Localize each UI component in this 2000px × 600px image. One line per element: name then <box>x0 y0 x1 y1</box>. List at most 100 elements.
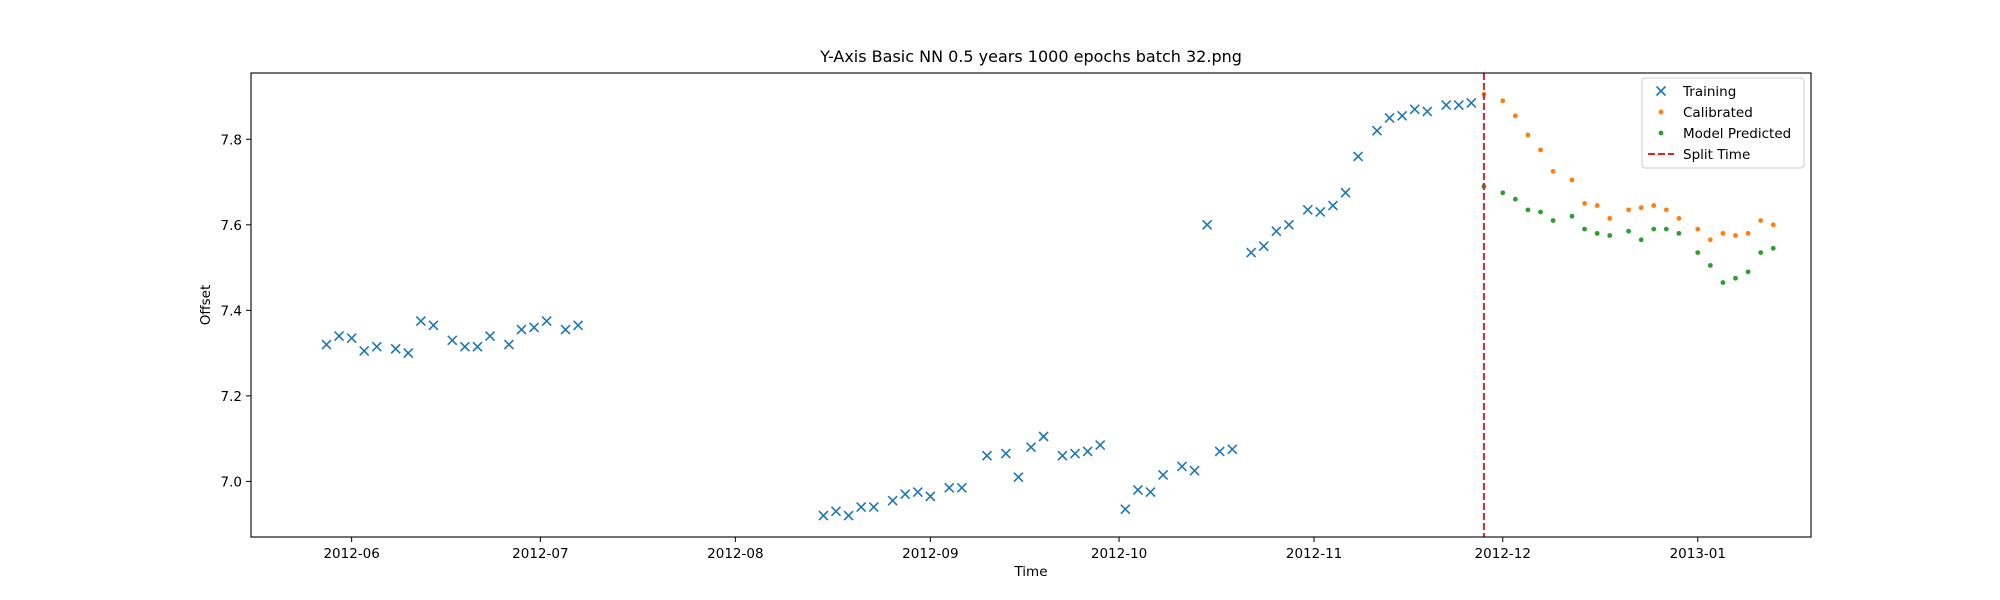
data-point-training-61-stroke-b <box>1422 106 1433 117</box>
y-tick-label: 7.6 <box>221 218 242 234</box>
data-point-training-40 <box>1132 484 1144 496</box>
data-point-model-predicted-17 <box>1720 280 1726 285</box>
data-point-model-predicted-5 <box>1550 218 1556 223</box>
data-point-training-13-stroke-b <box>503 339 514 350</box>
data-point-model-predicted-19 <box>1745 269 1751 275</box>
data-point-model-predicted-13 <box>1663 226 1669 232</box>
data-point-model-predicted-8 <box>1594 230 1600 236</box>
data-point-model-predicted-9 <box>1607 233 1613 238</box>
data-point-training-7-stroke-b <box>415 315 426 327</box>
x-tick-label: 2012-12 <box>1475 546 1531 562</box>
data-point-training-29-stroke-b <box>956 482 967 493</box>
data-point-training-47 <box>1227 444 1238 455</box>
data-point-training-50 <box>1271 226 1282 237</box>
data-point-training-11 <box>472 341 483 352</box>
data-point-training-9 <box>447 335 458 346</box>
data-point-training-59 <box>1397 110 1408 121</box>
data-point-training-0 <box>321 339 332 350</box>
y-tick-label: 7.4 <box>221 303 242 319</box>
x-tick-label: 2013-01 <box>1670 546 1726 562</box>
data-point-training-54 <box>1327 200 1339 211</box>
data-point-calibrated-16 <box>1707 237 1713 243</box>
axes <box>250 72 1812 538</box>
data-point-training-17-stroke-b <box>560 324 571 335</box>
data-point-training-0-stroke-b <box>321 339 332 350</box>
x-tick-label: 2012-06 <box>323 546 379 562</box>
data-point-calibrated-11 <box>1638 205 1644 211</box>
data-point-training-60-stroke-b <box>1409 104 1420 115</box>
plot-frame <box>250 72 1812 538</box>
data-point-training-36 <box>1069 448 1081 459</box>
data-point-training-31 <box>1000 448 1011 459</box>
data-point-training-4 <box>371 341 382 352</box>
data-point-training-63-stroke-b <box>1453 100 1464 111</box>
data-point-training-41 <box>1145 487 1156 498</box>
data-point-training-18 <box>573 320 584 331</box>
chart-title: Y-Axis Basic NN 0.5 years 1000 epochs ba… <box>819 47 1242 66</box>
data-point-calibrated-21 <box>1770 222 1776 228</box>
data-point-model-predicted-21 <box>1770 245 1776 251</box>
legend-box <box>1641 77 1805 169</box>
data-point-calibrated-17 <box>1720 230 1726 236</box>
data-point-training-33 <box>1025 442 1037 453</box>
data-point-training-51 <box>1283 219 1294 230</box>
data-point-training-55 <box>1340 187 1351 198</box>
data-point-calibrated-12 <box>1651 203 1657 208</box>
data-point-model-predicted-1 <box>1500 190 1506 196</box>
data-point-training-25-stroke-b <box>900 489 911 500</box>
data-point-training-6-stroke-b <box>403 348 414 359</box>
data-point-model-predicted-18 <box>1733 275 1738 281</box>
data-point-model-predicted-4 <box>1538 209 1543 215</box>
data-point-training-50-stroke-b <box>1271 226 1282 237</box>
data-point-training-2 <box>346 333 357 344</box>
data-point-training-32-stroke-b <box>1013 472 1024 483</box>
data-point-training-26-stroke-b <box>912 487 923 498</box>
data-point-calibrated-7 <box>1582 201 1587 206</box>
data-point-training-44 <box>1189 465 1200 476</box>
data-point-training-20-stroke-b <box>830 506 842 517</box>
data-point-training-62-stroke-b <box>1441 100 1452 111</box>
data-point-training-17 <box>560 324 571 335</box>
data-point-training-7 <box>415 315 426 327</box>
data-point-calibrated-3 <box>1525 132 1531 138</box>
data-point-training-23-stroke-b <box>868 501 879 513</box>
data-point-training-51-stroke-b <box>1283 219 1294 230</box>
data-point-training-20 <box>830 506 842 517</box>
data-point-training-8 <box>428 320 439 331</box>
data-point-training-61 <box>1422 106 1433 117</box>
data-point-calibrated-10 <box>1626 207 1631 213</box>
data-point-training-14 <box>516 324 527 335</box>
data-point-training-13 <box>503 339 514 350</box>
data-point-training-36-stroke-b <box>1069 448 1081 459</box>
data-point-training-27-stroke-b <box>925 491 936 502</box>
data-point-model-predicted-6 <box>1569 213 1575 219</box>
data-point-training-46 <box>1214 446 1225 457</box>
data-point-training-2-stroke-b <box>346 333 357 344</box>
legend-label-split-time: Split Time <box>1683 147 1750 163</box>
data-point-training-30-stroke-b <box>981 450 993 461</box>
x-axis-ticks: 2012-06 2012-07 2012-08 2012-09 2012-10 2012-… <box>323 537 1726 562</box>
legend-marker-model-predicted <box>1658 130 1664 136</box>
data-point-training-56 <box>1353 151 1364 162</box>
data-point-training-43-stroke-b <box>1176 461 1188 472</box>
data-point-training-57-stroke-b <box>1371 125 1383 136</box>
data-point-training-40-stroke-b <box>1132 484 1144 496</box>
legend-label-model-predicted: Model Predicted <box>1683 126 1791 142</box>
data-point-model-predicted-15 <box>1695 250 1701 256</box>
data-point-training-54-stroke-b <box>1327 200 1339 211</box>
data-point-calibrated-20 <box>1758 218 1764 223</box>
data-point-training-34-stroke-b <box>1038 431 1049 442</box>
data-point-training-19 <box>818 510 829 521</box>
legend-label-calibrated: Calibrated <box>1683 105 1753 121</box>
data-point-training-10 <box>459 341 470 352</box>
data-point-training-32 <box>1013 472 1024 483</box>
data-point-training-27 <box>925 491 936 502</box>
data-point-training-1 <box>333 330 345 342</box>
data-point-training-45-stroke-b <box>1202 219 1213 230</box>
data-point-training-42-stroke-b <box>1158 469 1169 481</box>
data-point-training-39 <box>1120 504 1131 515</box>
data-point-calibrated-13 <box>1663 207 1669 213</box>
series-training <box>321 97 1477 521</box>
data-point-training-37 <box>1082 446 1093 457</box>
